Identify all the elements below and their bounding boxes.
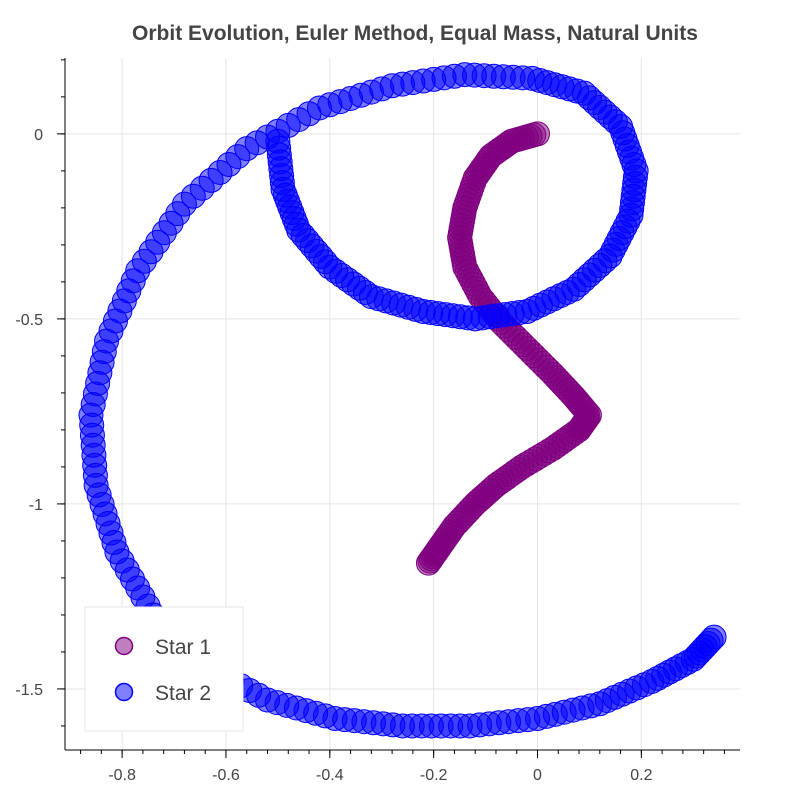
x-tick-label: 0.2 (630, 767, 652, 784)
legend-marker-star-2 (114, 682, 134, 702)
y-tick-label: 0 (34, 127, 43, 144)
x-tick-label: -0.6 (212, 767, 240, 784)
y-tick-label: -0.5 (15, 312, 43, 329)
series-layer (78, 62, 727, 739)
legend: Star 1 Star 2 (84, 606, 244, 732)
legend-label-star-1: Star 1 (155, 636, 211, 659)
chart-title: Orbit Evolution, Euler Method, Equal Mas… (132, 22, 698, 45)
legend-label-star-2: Star 2 (155, 682, 211, 705)
series-2-point (701, 624, 727, 650)
x-tick-label: -0.8 (108, 767, 136, 784)
series-1-point (415, 550, 441, 576)
x-tick-label: -0.4 (316, 767, 344, 784)
x-tick-label: 0 (533, 767, 542, 784)
x-tick-label: -0.2 (420, 767, 448, 784)
y-tick-label: -1.5 (15, 682, 43, 699)
y-tick-label: -1 (29, 497, 43, 514)
ticks: -0.8 -0.6 -0.4 -0.2 0 0.2 0 -0.5 -1 -1.5 (15, 59, 725, 784)
series-2 (78, 62, 727, 739)
legend-box (84, 606, 244, 732)
axes (64, 58, 740, 751)
legend-marker-star-1 (114, 636, 134, 656)
